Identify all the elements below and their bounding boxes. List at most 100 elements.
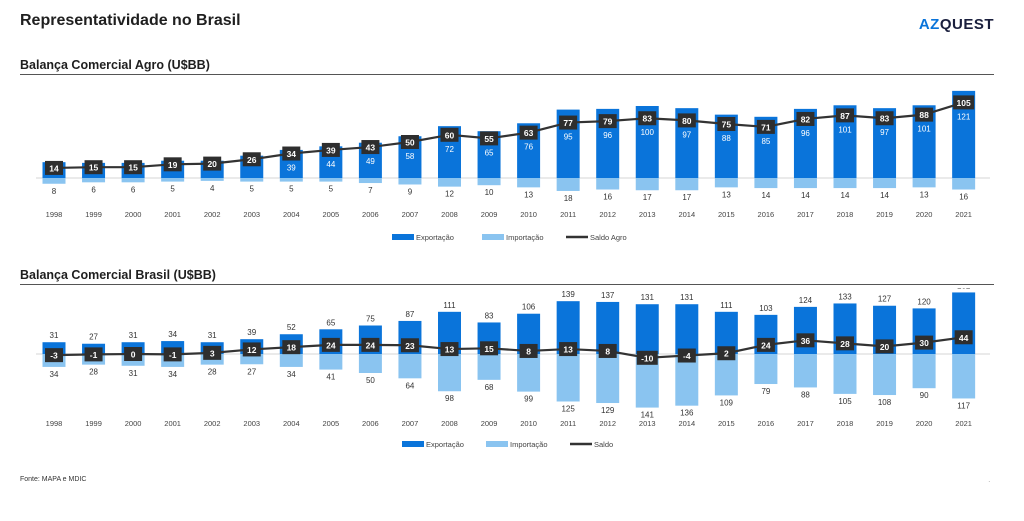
import-value-label: 13 xyxy=(722,190,731,199)
chart-title-brasil: Balança Comercial Brasil (U$BB) xyxy=(20,268,216,282)
balance-label-box xyxy=(915,335,934,350)
year-tick-label: 2008 xyxy=(441,419,458,428)
import-bar xyxy=(675,354,699,406)
import-value-label: 34 xyxy=(168,370,177,379)
import-bar xyxy=(438,178,461,187)
import-value-label: 6 xyxy=(91,185,96,194)
export-value-label: 31 xyxy=(50,331,59,340)
import-bar xyxy=(279,354,303,367)
import-bar xyxy=(517,178,541,188)
import-value-label: 117 xyxy=(957,401,970,410)
import-value-label: 5 xyxy=(250,185,255,194)
balance-label-box xyxy=(361,337,380,352)
balance-value-label: 55 xyxy=(484,134,494,144)
export-value-label: 137 xyxy=(601,291,615,300)
balance-value-label: -10 xyxy=(641,353,654,363)
balance-label-box xyxy=(242,342,261,357)
import-value-label: 64 xyxy=(405,381,414,390)
balance-label-box xyxy=(84,160,103,175)
balance-value-label: 20 xyxy=(880,342,890,352)
import-value-label: 4 xyxy=(210,184,215,193)
export-value-label: 139 xyxy=(561,290,575,299)
import-value-label: 18 xyxy=(564,194,573,203)
import-value-label: 12 xyxy=(445,190,454,199)
page-title: Representatividade no Brasil xyxy=(20,12,241,29)
year-tick-label: 2002 xyxy=(204,419,221,428)
import-value-label: 108 xyxy=(878,398,892,407)
balance-label-box xyxy=(282,340,301,355)
import-bar xyxy=(279,178,303,182)
import-value-label: 13 xyxy=(524,190,533,199)
legend-label: Exportação xyxy=(426,440,464,449)
balance-value-label: 28 xyxy=(840,339,850,349)
import-value-label: 14 xyxy=(801,191,810,200)
export-value-label: 34 xyxy=(168,330,177,339)
balance-value-label: -1 xyxy=(169,350,177,360)
import-value-label: 68 xyxy=(485,383,494,392)
import-value-label: 16 xyxy=(959,193,968,202)
balance-label-box xyxy=(638,111,657,126)
balance-label-box xyxy=(84,347,103,362)
balance-line xyxy=(53,101,964,170)
balance-label-box xyxy=(636,350,658,365)
year-tick-label: 2010 xyxy=(520,419,537,428)
balance-label-box xyxy=(717,346,736,361)
balance-value-label: 77 xyxy=(563,118,573,128)
import-value-label: 6 xyxy=(131,185,136,194)
balance-value-label: -1 xyxy=(90,350,98,360)
balance-label-box xyxy=(953,95,975,110)
balance-value-label: 30 xyxy=(919,338,929,348)
import-value-label: 98 xyxy=(445,394,454,403)
balance-label-box xyxy=(519,343,538,358)
export-bar xyxy=(517,313,541,354)
export-value-label: 49 xyxy=(366,157,375,166)
export-value-label: 97 xyxy=(682,130,691,139)
balance-label-box xyxy=(203,345,222,360)
import-bar xyxy=(833,178,857,189)
year-tick-label: 1999 xyxy=(85,419,102,428)
import-value-label: 17 xyxy=(643,193,652,202)
year-tick-label: 2001 xyxy=(164,419,181,428)
import-value-label: 99 xyxy=(524,395,533,404)
import-bar xyxy=(477,354,501,380)
balance-label-box xyxy=(440,342,459,357)
balance-value-label: 87 xyxy=(840,111,850,121)
import-bar xyxy=(398,178,422,185)
balance-label-box xyxy=(242,152,261,167)
balance-line xyxy=(53,336,964,359)
import-value-label: 125 xyxy=(561,405,575,414)
year-tick-label: 2020 xyxy=(916,210,933,219)
balance-label-box xyxy=(321,337,340,352)
export-bar xyxy=(42,342,66,354)
export-bar xyxy=(873,108,897,178)
balance-label-box xyxy=(163,157,182,172)
balance-value-label: 88 xyxy=(919,110,929,120)
brazil-trade-balance-chart: 3134-319982728-119993131020003434-120013… xyxy=(36,288,990,449)
balance-value-label: -3 xyxy=(50,351,58,361)
balance-label-box xyxy=(756,119,775,134)
legend-swatch-export xyxy=(392,234,414,240)
year-tick-label: 2002 xyxy=(204,210,221,219)
year-tick-label: 2014 xyxy=(678,419,695,428)
import-value-label: 17 xyxy=(682,193,691,202)
import-bar xyxy=(398,354,422,379)
import-bar xyxy=(82,178,106,183)
balance-value-label: 15 xyxy=(89,163,99,173)
export-bar xyxy=(675,304,699,354)
balance-label-box xyxy=(480,341,499,356)
balance-value-label: 79 xyxy=(603,117,613,127)
export-value-label: 96 xyxy=(801,129,810,138)
export-value-label: 95 xyxy=(564,133,573,142)
import-bar xyxy=(754,178,778,189)
balance-value-label: 34 xyxy=(287,149,297,159)
year-tick-label: 2013 xyxy=(639,419,656,428)
import-value-label: 14 xyxy=(880,191,889,200)
balance-value-label: 18 xyxy=(287,343,297,353)
import-value-label: 9 xyxy=(408,187,413,196)
import-bar xyxy=(517,354,541,392)
balance-value-label: 50 xyxy=(405,138,415,148)
export-bar xyxy=(833,105,857,178)
import-bar xyxy=(833,354,857,394)
year-tick-label: 2009 xyxy=(481,210,498,219)
import-value-label: 31 xyxy=(129,369,138,378)
